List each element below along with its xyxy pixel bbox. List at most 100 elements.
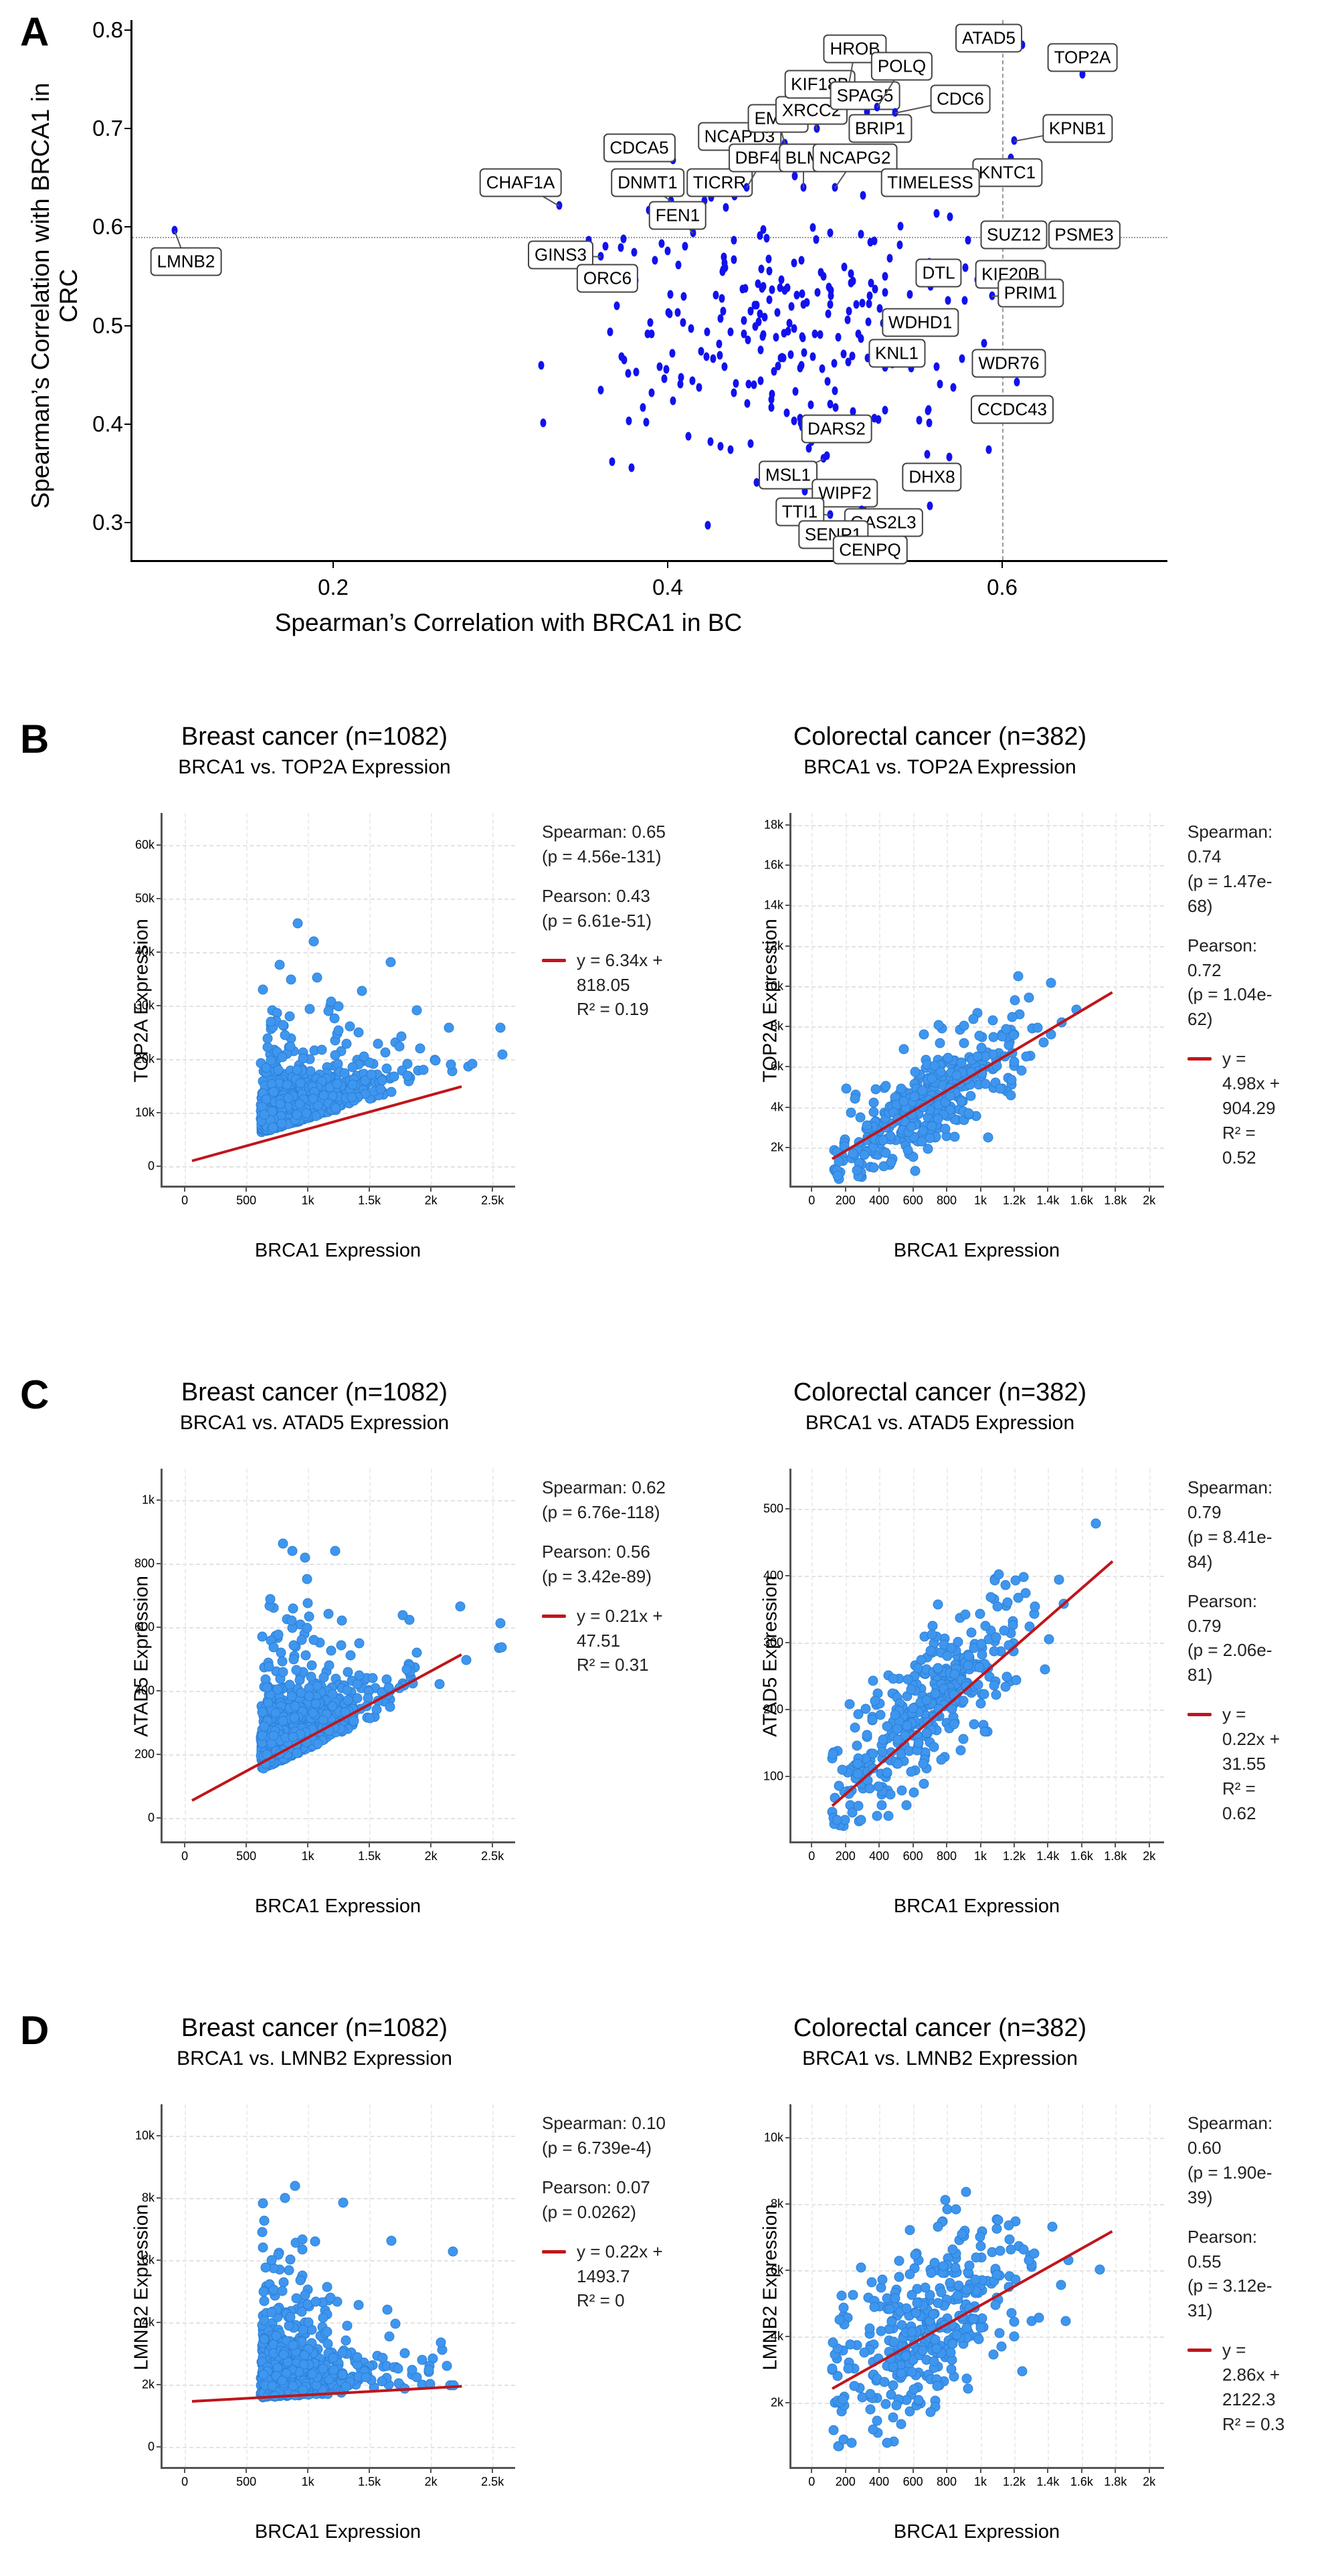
- y-axis-label: TOP2A Expression: [759, 919, 781, 1083]
- gridline-horizontal: [163, 845, 515, 846]
- x-tick-mark: [430, 1186, 432, 1192]
- panel-a-gene-point: [665, 308, 672, 317]
- panel-a-gene-label-fen1[interactable]: FEN1: [648, 201, 707, 230]
- panel-a-gene-point: [809, 223, 816, 232]
- data-point: [375, 1084, 386, 1095]
- panel-a-gene-label-top2a[interactable]: TOP2A: [1047, 43, 1118, 72]
- data-point: [868, 2424, 878, 2435]
- data-point: [867, 1714, 878, 1725]
- data-point: [258, 984, 268, 995]
- data-point: [273, 1629, 284, 1640]
- data-point: [1038, 1037, 1049, 1048]
- data-point: [401, 1664, 412, 1675]
- data-point: [396, 1031, 407, 1042]
- pearson-value: Pearson: 0.79: [1187, 1590, 1258, 1636]
- data-point: [901, 1800, 912, 1811]
- panel-a-gene-label-chaf1a[interactable]: CHAF1A: [479, 168, 562, 197]
- panel-a-gene-label-dars2[interactable]: DARS2: [801, 414, 872, 444]
- panel-a-gene-label-cdca5[interactable]: CDCA5: [603, 133, 676, 163]
- chart-title: Colorectal cancer (n=382): [793, 723, 1087, 751]
- gridline-vertical: [369, 2104, 371, 2467]
- data-point: [1009, 2316, 1020, 2327]
- data-point: [341, 2335, 351, 2346]
- gridline-vertical: [185, 813, 187, 1186]
- data-point: [262, 1042, 273, 1052]
- panel-a-gene-label-suz12[interactable]: SUZ12: [980, 220, 1048, 250]
- data-point: [969, 1719, 979, 1730]
- panel-a-y-axis-label: Spearman’s Correlation with BRCA1 in CRC: [27, 82, 82, 509]
- gridline-vertical: [492, 1469, 494, 1841]
- panel-a-gene-label-brip1[interactable]: BRIP1: [848, 114, 913, 143]
- panel-a-y-tick: 0.7: [92, 116, 123, 141]
- panel-a-gene-label-kntc1[interactable]: KNTC1: [971, 158, 1043, 187]
- y-tick-mark: [785, 2269, 791, 2271]
- panel-a-gene-point: [819, 364, 826, 373]
- panel-a-gene-label-cdc6[interactable]: CDC6: [930, 84, 991, 114]
- data-point: [365, 1713, 375, 1724]
- chart-plot-area: 0 200 400 600 800 1k 0 500 1k 1.5k 2k 2.5k: [134, 1469, 515, 1863]
- panel-a-gene-label-msl1[interactable]: MSL1: [759, 460, 818, 490]
- panel-a-gene-label-dhx8[interactable]: DHX8: [902, 462, 962, 492]
- data-point: [290, 2181, 300, 2191]
- data-point: [397, 1610, 408, 1621]
- panel-a-gene-point: [924, 450, 931, 459]
- panel-a-gene-label-dtl[interactable]: DTL: [915, 258, 962, 288]
- data-point: [963, 1660, 973, 1671]
- data-point: [991, 1689, 1001, 1700]
- panel-a-gene-point: [677, 379, 684, 389]
- data-point: [296, 1635, 307, 1645]
- data-point: [884, 2304, 894, 2314]
- panel-a-gene-label-wdhd1[interactable]: WDHD1: [881, 308, 959, 337]
- panel-a-gene-label-ticrr[interactable]: TICRR: [686, 168, 753, 197]
- data-point: [862, 1730, 872, 1740]
- data-point: [337, 2369, 348, 2380]
- panel-a: A Spearman’s Correlation with BRCA1 in C…: [0, 0, 1338, 669]
- data-point: [1044, 1634, 1054, 1645]
- data-point: [1054, 1574, 1064, 1585]
- panel-a-gene-label-knl1[interactable]: KNL1: [868, 339, 926, 368]
- chart-stats-annotation: Spearman: 0.10 (p = 6.739e-4) Pearson: 0.0…: [542, 2111, 669, 2313]
- panel-a-gene-point: [689, 376, 696, 385]
- data-point: [257, 1631, 268, 1642]
- data-point: [946, 2364, 957, 2375]
- data-point: [430, 1055, 441, 1066]
- chart-subtitle: BRCA1 vs. ATAD5 Expression: [179, 1412, 450, 1434]
- panel-a-gene-point: [896, 240, 903, 250]
- data-point: [921, 1728, 932, 1738]
- panel-a-gene-label-prim1[interactable]: PRIM1: [997, 278, 1064, 308]
- panel-a-gene-label-orc6[interactable]: ORC6: [576, 264, 639, 293]
- data-point: [1000, 1681, 1011, 1692]
- panel-a-gene-label-psme3[interactable]: PSME3: [1048, 220, 1121, 250]
- data-point: [495, 1618, 506, 1629]
- data-point: [418, 1065, 429, 1075]
- panel-a-gene-label-dnmt1[interactable]: DNMT1: [611, 168, 684, 197]
- panel-a-gene-point: [763, 234, 770, 243]
- panel-a-gene-point: [925, 406, 931, 416]
- data-point: [850, 1722, 860, 1733]
- data-point: [1018, 2244, 1029, 2255]
- panel-a-gene-label-lmnb2[interactable]: LMNB2: [150, 247, 222, 276]
- data-point: [917, 1136, 927, 1147]
- panel-a-gene-label-spag5[interactable]: SPAG5: [830, 81, 900, 110]
- panel-a-gene-point: [712, 290, 719, 300]
- x-tick-mark: [979, 2467, 981, 2473]
- panel-a-gene-label-ncapg2[interactable]: NCAPG2: [812, 143, 898, 173]
- data-point: [827, 2363, 838, 2374]
- data-point: [299, 2350, 310, 2361]
- panel-a-gene-label-polq[interactable]: POLQ: [870, 52, 933, 81]
- panel-a-gene-label-kpnb1[interactable]: KPNB1: [1042, 114, 1113, 143]
- spearman-pvalue: (p = 1.47e-68): [1187, 870, 1272, 916]
- data-point: [888, 1673, 898, 1684]
- data-point: [345, 1650, 356, 1661]
- panel-a-gene-label-timeless[interactable]: TIMELESS: [880, 168, 980, 197]
- panel-a-gene-point: [791, 171, 798, 181]
- data-point: [959, 1020, 969, 1031]
- panel-a-gene-point: [678, 373, 684, 382]
- panel-a-gene-point: [961, 296, 968, 305]
- panel-a-gene-label-cenpq[interactable]: CENPQ: [832, 535, 908, 565]
- panel-a-gene-label-wdr76[interactable]: WDR76: [971, 349, 1046, 377]
- data-point: [359, 1051, 369, 1062]
- panel-a-gene-point: [768, 395, 775, 404]
- panel-a-gene-label-ccdc43[interactable]: CCDC43: [970, 395, 1054, 424]
- panel-a-gene-label-atad5[interactable]: ATAD5: [955, 23, 1022, 52]
